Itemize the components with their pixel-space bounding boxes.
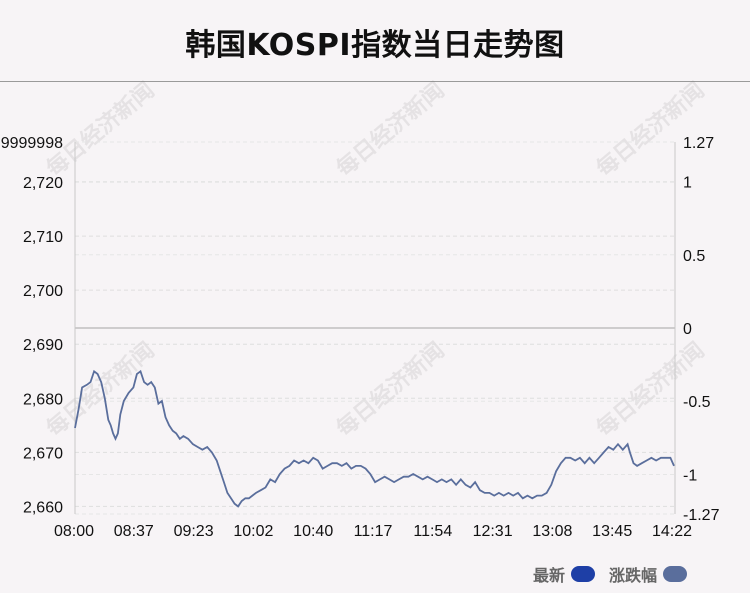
title-divider <box>0 81 750 82</box>
legend-label-change: 涨跌幅 <box>609 566 658 585</box>
axes <box>74 142 676 514</box>
right-tick-label: -1 <box>683 467 697 484</box>
left-axis-ticks: 2,660 2,670 2,680 2,690 2,700 2,710 2,720 99999… <box>1 135 63 516</box>
chart-title: 韩国KOSPI指数当日走势图 <box>185 28 565 63</box>
left-tick-label: 2,700 <box>23 283 63 300</box>
legend-item-change: 涨跌幅 <box>609 563 688 585</box>
grid-lines <box>75 141 675 515</box>
x-tick-label: 10:02 <box>233 523 273 540</box>
left-tick-label: 2,710 <box>23 229 63 246</box>
x-tick-label: 08:00 <box>54 523 94 540</box>
x-axis-ticks: 08:00 08:37 09:23 10:02 10:40 11:17 11:54 12:31… <box>54 523 692 540</box>
x-tick-label: 13:45 <box>592 523 632 540</box>
kospi-series-line <box>74 369 675 508</box>
x-tick-label: 12:31 <box>473 523 513 540</box>
watermark-text: 每日经济新闻 <box>42 77 160 182</box>
right-tick-label: 0 <box>683 321 692 338</box>
right-tick-label: -0.5 <box>683 394 711 411</box>
right-tick-label: 1.27 <box>683 135 714 152</box>
right-tick-label: -1.27 <box>683 507 720 524</box>
watermark-text: 每日经济新闻 <box>592 337 710 442</box>
x-tick-label: 14:22 <box>652 523 692 540</box>
legend-swatch-change <box>663 566 688 582</box>
x-tick-label: 09:23 <box>174 523 214 540</box>
legend-label-latest: 最新 <box>533 566 566 585</box>
x-tick-label: 13:08 <box>532 523 572 540</box>
x-tick-label: 11:54 <box>413 523 452 540</box>
watermark-text: 每日经济新闻 <box>332 337 450 442</box>
left-tick-label: 2,670 <box>23 445 63 462</box>
x-tick-label: 10:40 <box>293 523 333 540</box>
left-tick-label: 2,690 <box>23 337 63 354</box>
left-tick-label: 2,660 <box>23 499 63 516</box>
watermark-text: 每日经济新闻 <box>592 77 710 182</box>
legend-item-latest: 最新 <box>533 563 596 585</box>
left-tick-label: 2,720 <box>23 175 63 192</box>
x-tick-label: 11:17 <box>354 523 393 540</box>
right-axis-ticks: 1.27 1 0.5 0 -0.5 -1 -1.27 <box>683 135 720 524</box>
right-tick-label: 1 <box>683 175 692 192</box>
x-tick-label: 08:37 <box>114 523 154 540</box>
watermark-text: 每日经济新闻 <box>332 77 450 182</box>
left-tick-label-top: 9999998 <box>1 135 63 152</box>
left-tick-label: 2,680 <box>23 391 63 408</box>
legend-swatch-latest <box>571 566 596 582</box>
right-tick-label: 0.5 <box>683 248 705 265</box>
